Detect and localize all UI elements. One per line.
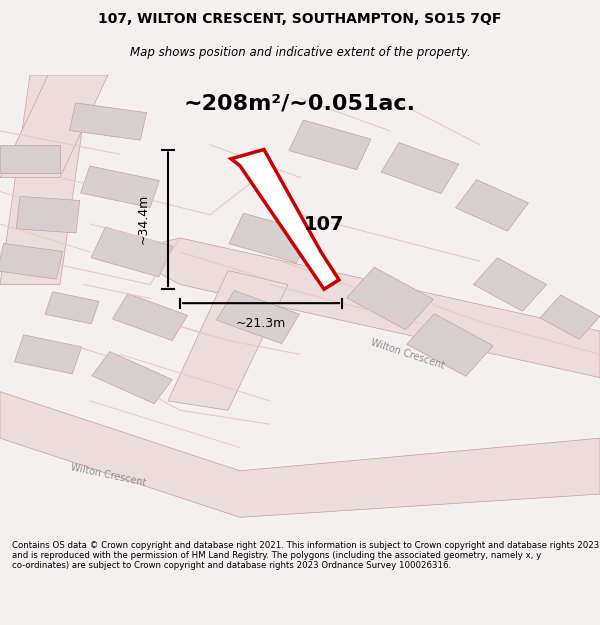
- Text: ~34.4m: ~34.4m: [137, 194, 150, 244]
- Polygon shape: [120, 238, 600, 378]
- Polygon shape: [0, 145, 60, 172]
- Polygon shape: [0, 244, 62, 279]
- Text: Wilton Crescent: Wilton Crescent: [69, 462, 147, 488]
- Polygon shape: [0, 392, 600, 518]
- Polygon shape: [112, 294, 188, 341]
- Polygon shape: [92, 352, 172, 404]
- Polygon shape: [231, 149, 339, 289]
- Polygon shape: [407, 314, 493, 376]
- Polygon shape: [70, 103, 146, 140]
- Polygon shape: [473, 258, 547, 311]
- Text: ~208m²/~0.051ac.: ~208m²/~0.051ac.: [184, 94, 416, 114]
- Polygon shape: [14, 335, 82, 374]
- Polygon shape: [540, 295, 600, 339]
- Text: 107: 107: [304, 214, 344, 234]
- Text: ~21.3m: ~21.3m: [236, 317, 286, 330]
- Polygon shape: [229, 213, 311, 263]
- Text: Contains OS data © Crown copyright and database right 2021. This information is : Contains OS data © Crown copyright and d…: [12, 541, 599, 571]
- Polygon shape: [289, 120, 371, 170]
- Polygon shape: [0, 75, 108, 178]
- Polygon shape: [16, 196, 80, 233]
- Polygon shape: [347, 268, 433, 330]
- Text: 107, WILTON CRESCENT, SOUTHAMPTON, SO15 7QF: 107, WILTON CRESCENT, SOUTHAMPTON, SO15 …: [98, 12, 502, 26]
- Text: Wilton Crescent: Wilton Crescent: [370, 338, 446, 371]
- Polygon shape: [91, 227, 173, 277]
- Polygon shape: [381, 142, 459, 194]
- Polygon shape: [455, 179, 529, 231]
- Polygon shape: [217, 291, 299, 344]
- Polygon shape: [168, 271, 288, 410]
- Polygon shape: [80, 166, 160, 208]
- Polygon shape: [45, 292, 99, 324]
- Text: Map shows position and indicative extent of the property.: Map shows position and indicative extent…: [130, 46, 470, 59]
- Polygon shape: [0, 75, 90, 284]
